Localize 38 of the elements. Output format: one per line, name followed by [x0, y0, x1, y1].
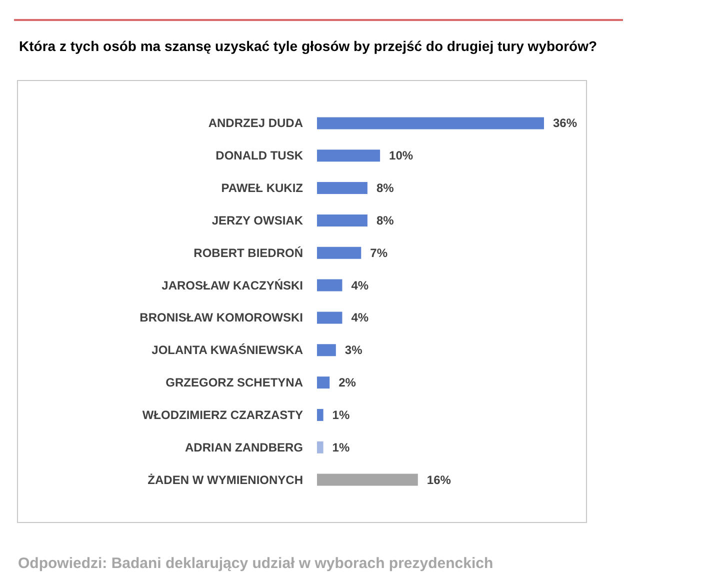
data-label: 3% [344, 343, 363, 358]
y-tick-label: ANDRZEJ DUDA [208, 116, 304, 130]
y-tick-label: ADRIAN ZANDBERG [185, 440, 303, 454]
bar [317, 441, 324, 454]
data-label: 1% [332, 408, 350, 422]
data-label: 36% [553, 116, 578, 130]
bar [317, 117, 544, 130]
data-label: 8% [376, 213, 394, 228]
bar [317, 474, 418, 486]
y-tick-label: PAWEŁ KUKIZ [221, 181, 303, 196]
y-tick-label: DONALD TUSK [216, 148, 304, 163]
data-label: 2% [338, 376, 356, 390]
bar [317, 376, 330, 389]
data-label: 1% [332, 440, 350, 454]
y-tick-label: JERZY OWSIAK [212, 213, 304, 228]
y-tick-label: ROBERT BIEDROŃ [194, 246, 303, 260]
bar [317, 246, 362, 259]
data-label: 7% [370, 246, 388, 260]
y-tick-label: JAROSŁAW KACZYŃSKI [162, 278, 303, 292]
y-tick-label: ŻADEN W WYMIENIONYCH [148, 472, 303, 487]
bar [317, 408, 324, 421]
chart-title: Która z tych osób ma szansę uzyskać tyle głosów by przejść do drugiej tury wyborów? [19, 38, 598, 54]
y-tick-label: GRZEGORZ SCHETYNA [166, 376, 304, 390]
data-label: 4% [351, 310, 369, 325]
bar [317, 182, 368, 194]
y-tick-label: WŁODZIMIERZ CZARZASTY [142, 408, 303, 422]
text: Odpowiedzi: Badani deklarujący udział w wyborach prezydenckich [18, 555, 494, 572]
bar [317, 214, 368, 226]
data-label: 8% [376, 181, 394, 196]
bar [317, 312, 342, 324]
data-label: 16% [426, 472, 452, 487]
data-label: 4% [351, 278, 369, 292]
y-tick-label: JOLANTA KWAŚNIEWSKA [152, 343, 304, 358]
y-tick-label: BRONISŁAW KOMOROWSKI [140, 310, 303, 325]
bar [317, 150, 380, 162]
data-label: 10% [389, 148, 414, 163]
bar [317, 344, 336, 356]
bar [317, 279, 342, 292]
